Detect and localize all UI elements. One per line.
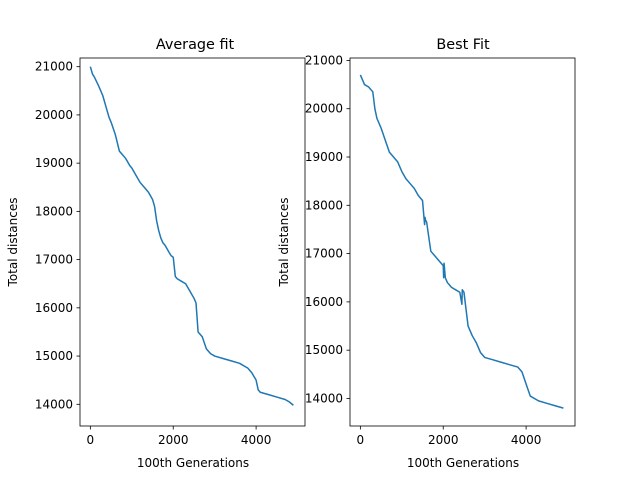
average-fit-panel: Average fit 14000 15000 16000 17000 18000 190…	[6, 37, 306, 470]
average-fit-y-tick-label: 19000	[35, 156, 73, 170]
average-fit-y-tick-label: 15000	[35, 349, 73, 363]
best-fit-x-axis-label: 100th Generations	[407, 456, 519, 470]
average-fit-x-ticks: 0 2000 4000	[87, 426, 272, 447]
best-fit-x-tick-label: 4000	[511, 433, 542, 447]
best-fit-y-tick-label: 21000	[305, 53, 343, 67]
best-fit-y-tick-label: 15000	[305, 343, 343, 357]
best-fit-panel: Best Fit 14000 15000 16000 17000 18000 19000 2…	[277, 37, 576, 470]
best-fit-x-ticks: 0 2000 4000	[357, 426, 542, 447]
average-fit-x-tick-label: 2000	[158, 433, 189, 447]
best-fit-series-line	[359, 74, 564, 409]
best-fit-x-tick-label: 2000	[428, 433, 459, 447]
best-fit-y-tick-label: 17000	[305, 247, 343, 261]
average-fit-y-tick-label: 17000	[35, 253, 73, 267]
average-fit-x-axis-label: 100th Generations	[137, 456, 249, 470]
best-fit-y-tick-label: 19000	[305, 150, 343, 164]
best-fit-y-tick-label: 18000	[305, 198, 343, 212]
average-fit-y-tick-label: 14000	[35, 397, 73, 411]
average-fit-y-tick-label: 20000	[35, 108, 73, 122]
best-fit-y-tick-label: 16000	[305, 295, 343, 309]
average-fit-x-tick-label: 4000	[241, 433, 272, 447]
average-fit-y-axis-label: Total distances	[6, 198, 20, 288]
average-fit-x-tick-label: 0	[87, 433, 95, 447]
average-fit-y-tick-label: 16000	[35, 301, 73, 315]
best-fit-y-axis-label: Total distances	[277, 198, 291, 288]
best-fit-y-tick-label: 14000	[305, 391, 343, 405]
best-fit-axes-frame	[349, 57, 576, 427]
best-fit-title: Best Fit	[436, 37, 490, 53]
average-fit-y-ticks: 14000 15000 16000 17000 18000 19000 20000 21000	[35, 60, 80, 411]
average-fit-y-tick-label: 21000	[35, 60, 73, 74]
average-fit-series-line	[89, 66, 294, 406]
average-fit-y-tick-label: 18000	[35, 204, 73, 218]
best-fit-y-ticks: 14000 15000 16000 17000 18000 19000 20000 21000	[305, 53, 350, 405]
average-fit-axes-frame	[79, 57, 306, 427]
best-fit-x-tick-label: 0	[357, 433, 365, 447]
best-fit-y-tick-label: 20000	[305, 102, 343, 116]
average-fit-title: Average fit	[156, 37, 235, 53]
